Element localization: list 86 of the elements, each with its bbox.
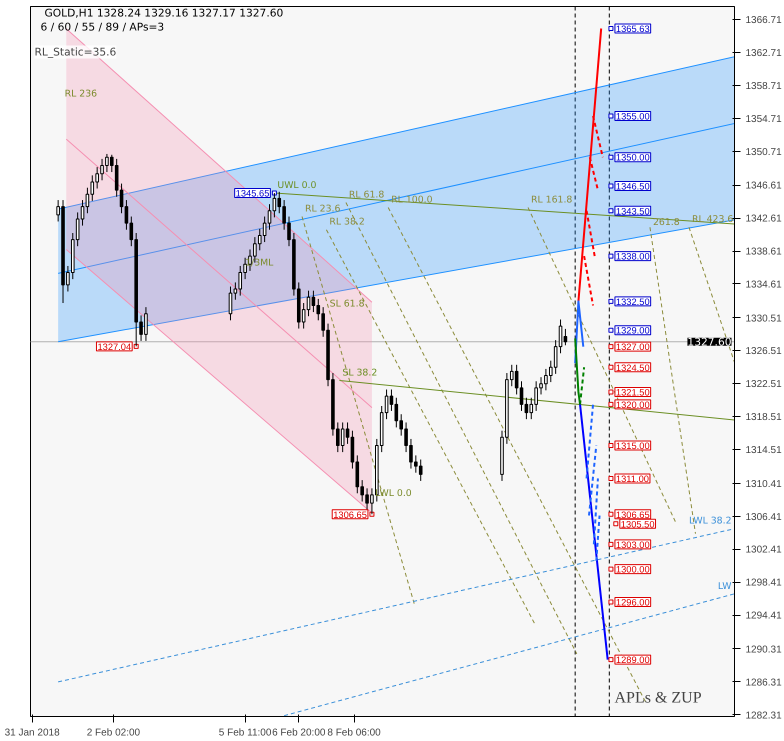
data-label: 1303.00 xyxy=(616,540,650,550)
data-label: 1296.00 xyxy=(616,598,650,608)
y-tick-label: 1302.41 xyxy=(746,544,782,556)
data-label: 1329.00 xyxy=(616,326,650,336)
annotation: SL 61.8 xyxy=(330,298,365,310)
data-label: 1338.00 xyxy=(616,252,650,262)
data-label: 1350.00 xyxy=(616,152,650,163)
data-label: 1300.00 xyxy=(616,564,650,575)
y-tick-label: 1306.41 xyxy=(746,512,782,523)
data-label: 1327.00 xyxy=(616,342,650,352)
point xyxy=(608,26,614,31)
y-tick-label: 1298.41 xyxy=(746,578,782,589)
point xyxy=(608,402,614,407)
y-tick-label: 1294.41 xyxy=(746,610,782,622)
point xyxy=(608,600,614,605)
point xyxy=(608,443,614,448)
point xyxy=(608,208,614,214)
data-label: 1327.04 xyxy=(97,342,132,352)
text: 6 / 60 / 55 / 89 / APs=3 xyxy=(40,20,164,34)
data-label: 1346.50 xyxy=(616,182,650,192)
series-label: SL 38.2 xyxy=(342,367,378,378)
x-tick-label: 5 Feb 11:00 xyxy=(218,728,272,738)
point xyxy=(608,328,614,333)
data-label: 1343.50 xyxy=(616,206,650,216)
y-tick-label: 1362.71 xyxy=(746,48,782,60)
annotation: RL 236 xyxy=(64,88,98,100)
y-tick-label: 1330.51 xyxy=(746,313,782,324)
data-label: 1306.65 xyxy=(616,510,650,520)
y-tick-label: 1338.61 xyxy=(746,246,782,258)
y-tick-label: 1286.31 xyxy=(746,677,782,688)
y-tick-label: 1358.71 xyxy=(746,80,782,92)
x-tick-label: 31 Jan 2018 xyxy=(4,728,60,738)
chart-title: GOLD,H1 1328.24 1329.16 1327.17 1327.60 xyxy=(44,6,284,20)
point xyxy=(608,476,614,481)
point xyxy=(608,364,614,370)
point xyxy=(613,521,618,526)
point xyxy=(608,566,614,572)
data-label: 1365.63 xyxy=(616,24,650,34)
series-label: LW xyxy=(718,580,732,592)
data-label: 1315.00 xyxy=(616,441,650,452)
point xyxy=(608,542,614,547)
point xyxy=(608,154,614,160)
data-label: 1332.50 xyxy=(616,296,650,307)
y-tick-label: 1290.31 xyxy=(746,644,782,656)
point xyxy=(608,389,614,394)
point xyxy=(608,114,614,119)
x-tick-label: 8 Feb 06:00 xyxy=(327,728,382,738)
point xyxy=(608,184,614,189)
data-label: 1321.50 xyxy=(616,387,650,398)
data-label: 1320.00 xyxy=(616,400,650,410)
series-label: 261.8 xyxy=(652,217,680,228)
point xyxy=(608,657,614,662)
data-label: 1306.65 xyxy=(333,510,367,520)
y-tick-label: 1346.61 xyxy=(746,180,782,192)
y-tick-label: 1350.71 xyxy=(746,146,782,158)
y-tick-label: 1322.51 xyxy=(746,379,782,390)
y-tick-label: 1366.71 xyxy=(746,15,782,26)
data-label: 1311.00 xyxy=(616,474,649,484)
data-label: 1355.00 xyxy=(616,112,650,122)
series-label: RL 61.8 xyxy=(348,190,384,201)
y-tick-label: 1326.51 xyxy=(746,346,782,358)
series-label: RL 23.6 xyxy=(305,204,340,215)
point xyxy=(608,344,614,350)
y-tick-label: 1318.51 xyxy=(746,412,782,424)
series-label: RL 161.8 xyxy=(531,194,572,206)
y-tick-label: 1314.51 xyxy=(746,445,782,456)
point xyxy=(608,512,614,517)
point xyxy=(608,254,614,259)
y-tick-label: 1334.61 xyxy=(746,279,782,290)
x-tick-label: 2 Feb 02:00 xyxy=(86,728,141,738)
y-tick-label: 1282.31 xyxy=(746,710,782,722)
series-label: LWL 38.2 xyxy=(689,516,732,527)
data-label: 1305.50 xyxy=(620,519,655,530)
data-label: 1345.65 xyxy=(236,188,270,199)
x-tick-label: 6 Feb 20:00 xyxy=(272,728,326,738)
series-label: UWL 0.0 xyxy=(277,180,316,192)
annotation: APLs & ZUP xyxy=(614,690,702,706)
data-label: 1324.50 xyxy=(616,362,650,373)
data-label: 1289.00 xyxy=(616,655,650,666)
y-tick-label: 1354.71 xyxy=(746,114,782,125)
point xyxy=(608,298,614,304)
y-tick-label: 1342.61 xyxy=(746,214,782,225)
annotation: RL_Static=35.6 xyxy=(34,46,117,58)
series-label: RL 38.2 xyxy=(329,216,365,228)
ref-line-label: 1327.60 xyxy=(687,336,732,349)
y-tick-label: 1310.41 xyxy=(746,478,782,490)
